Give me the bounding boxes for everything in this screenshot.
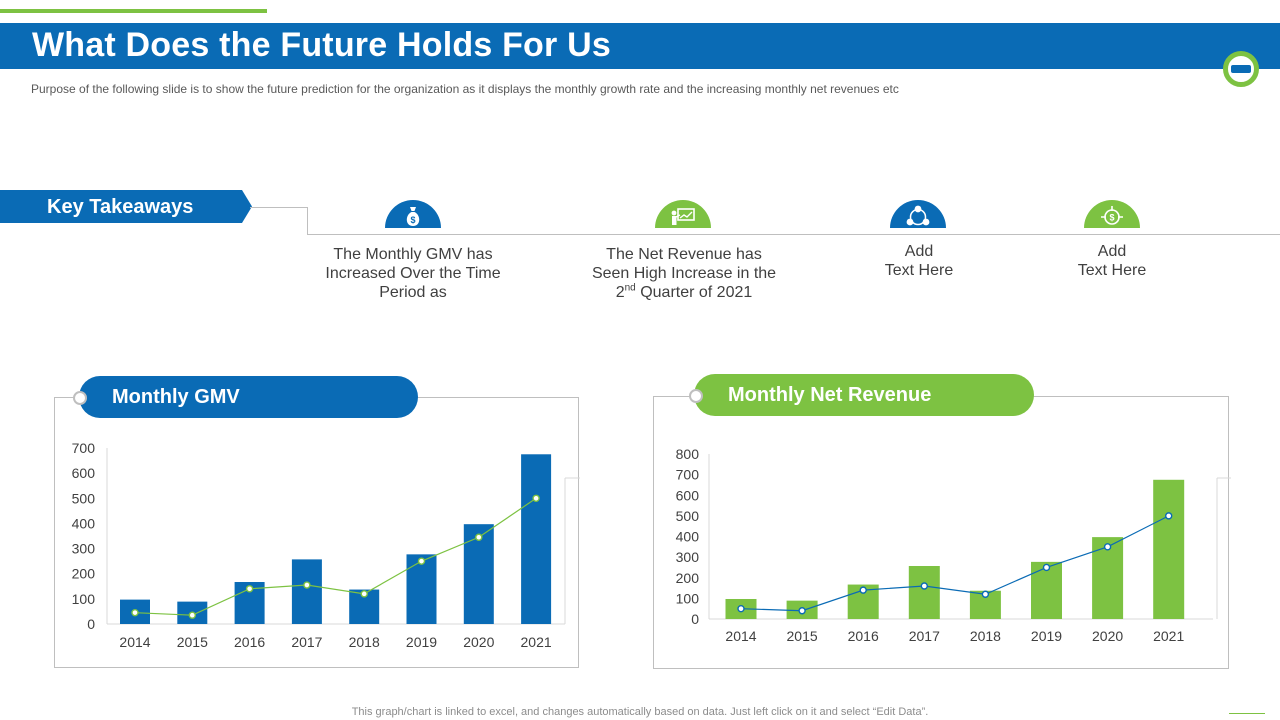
top-accent-bar <box>0 9 267 13</box>
net-revenue-y-tick-label: 700 <box>676 467 700 483</box>
svg-text:$: $ <box>410 215 415 225</box>
net-revenue-growth-point <box>859 586 867 594</box>
key-takeaways-tab <box>0 190 252 223</box>
takeaway-line: Add <box>1097 243 1127 260</box>
takeaway-text-3: Add Text Here <box>858 242 980 280</box>
svg-text:$: $ <box>1109 213 1114 223</box>
gmv-title-dot <box>73 391 87 405</box>
net-revenue-x-tick-label: 2018 <box>970 628 1001 644</box>
gmv-y-tick-label: 400 <box>72 515 96 531</box>
gmv-growth-point <box>303 581 311 589</box>
takeaway-text-2: The Net Revenue has Seen High Increase i… <box>585 245 783 302</box>
takeaways-connector <box>250 207 307 208</box>
net-revenue-chart-panel <box>653 396 1229 669</box>
net-revenue-chart-title: Monthly Net Revenue <box>694 374 1034 416</box>
net-revenue-chart-group: 0 100 200 300 400 500 600 700 800 2014 2015 2016 201… <box>676 446 1231 644</box>
net-revenue-y-tick-label: 300 <box>676 549 700 565</box>
takeaway-line: Period as <box>379 284 447 301</box>
net-revenue-y-tick-label: 100 <box>676 590 700 606</box>
ordinal-suffix: nd <box>624 282 636 294</box>
net-revenue-x-tick-label: 2016 <box>848 628 879 644</box>
gmv-growth-line <box>134 497 537 616</box>
gmv-x-tick-label: 2014 <box>119 634 150 650</box>
gmv-bar <box>521 454 552 624</box>
gmv-x-tick-label: 2019 <box>406 634 437 650</box>
gmv-growth-point <box>360 590 368 598</box>
net-revenue-y-tick-label: 200 <box>676 570 700 586</box>
gmv-x-tick-label: 2017 <box>291 634 322 650</box>
title-bar <box>0 23 1280 69</box>
gmv-growth-point <box>475 533 483 541</box>
takeaway-line: Seen High Increase in the <box>591 265 777 282</box>
net-revenue-growth-point <box>920 582 928 590</box>
net-revenue-title-dot <box>689 389 703 403</box>
gmv-y-tick-label: 600 <box>72 465 96 481</box>
ring-logo-icon <box>1223 51 1259 87</box>
net-revenue-y-tick-label: 0 <box>691 611 699 627</box>
gmv-y-tick-label: 700 <box>72 440 96 456</box>
takeaway-text-1: The Monthly GMV has Increased Over the T… <box>317 245 509 302</box>
net-revenue-x-tick-label: 2020 <box>1092 628 1123 644</box>
footer-note: This graph/chart is linked to excel, and… <box>351 706 929 718</box>
gmv-growth-point <box>188 611 197 619</box>
net-revenue-y-tick-label: 400 <box>676 529 700 545</box>
gmv-chart-group: 0 100 200 300 400 500 600 700 2014 2015 2016 2017 20… <box>72 440 580 650</box>
gmv-x-tick-label: 2018 <box>349 634 380 650</box>
takeaway-line: The Net Revenue has <box>606 246 762 263</box>
takeaways-baseline <box>307 234 1280 235</box>
net-revenue-x-tick-label: 2015 <box>787 628 818 644</box>
gmv-y-tick-label: 500 <box>72 490 96 506</box>
gmv-growth-point <box>131 608 139 617</box>
ordinal-number: 2 <box>615 284 625 301</box>
gmv-growth-point <box>417 557 426 565</box>
ordinal-rest: Quarter of 2021 <box>635 284 753 301</box>
gmv-bar <box>291 559 322 624</box>
net-revenue-growth-point <box>737 604 745 613</box>
gmv-x-tick-label: 2021 <box>521 634 552 650</box>
takeaway-line: 2nd Quarter of 2021 <box>585 283 783 302</box>
takeaway-line: Text Here <box>884 262 954 279</box>
gmv-y-tick-label: 0 <box>87 616 95 632</box>
gmv-x-tick-label: 2015 <box>177 634 208 650</box>
net-revenue-y-tick-label: 600 <box>676 487 700 503</box>
takeaway-line: Text Here <box>1077 262 1147 279</box>
takeaway-line: Increased Over the Time <box>325 265 501 282</box>
net-revenue-x-tick-label: 2017 <box>909 628 940 644</box>
takeaway-text-4: Add Text Here <box>1051 242 1173 280</box>
net-revenue-growth-point <box>981 590 990 598</box>
net-revenue-growth-line <box>740 515 1169 612</box>
gmv-y-tick-label: 100 <box>72 591 96 607</box>
gmv-y-tick-label: 200 <box>72 566 96 582</box>
takeaways-connector <box>307 207 308 234</box>
net-revenue-x-tick-label: 2019 <box>1031 628 1062 644</box>
page-title: What Does the Future Holds For Us <box>32 26 611 64</box>
page-subtitle: Purpose of the following slide is to sho… <box>31 82 899 96</box>
key-takeaways-label: Key Takeaways <box>47 196 194 218</box>
gmv-x-tick-label: 2020 <box>463 634 494 650</box>
net-revenue-growth-point <box>1164 512 1173 520</box>
gmv-chart-title: Monthly GMV <box>79 376 418 418</box>
gmv-growth-point <box>245 585 254 593</box>
net-revenue-y-tick-label: 800 <box>676 446 700 462</box>
net-revenue-growth-point <box>1103 543 1112 551</box>
footer-accent-line <box>1229 713 1265 714</box>
net-revenue-bar <box>1153 479 1185 619</box>
net-revenue-bar <box>908 565 940 619</box>
takeaway-line: Add <box>904 243 934 260</box>
takeaway-line: The Monthly GMV has <box>333 246 493 263</box>
net-revenue-x-tick-label: 2014 <box>725 628 756 644</box>
net-revenue-y-tick-label: 500 <box>676 508 700 524</box>
gmv-growth-point <box>532 494 540 502</box>
net-revenue-growth-point <box>798 607 806 615</box>
gmv-x-tick-label: 2016 <box>234 634 265 650</box>
gmv-bar <box>406 554 437 624</box>
gmv-y-tick-label: 300 <box>72 541 96 557</box>
net-revenue-x-tick-label: 2021 <box>1153 628 1184 644</box>
net-revenue-growth-point <box>1042 563 1051 572</box>
